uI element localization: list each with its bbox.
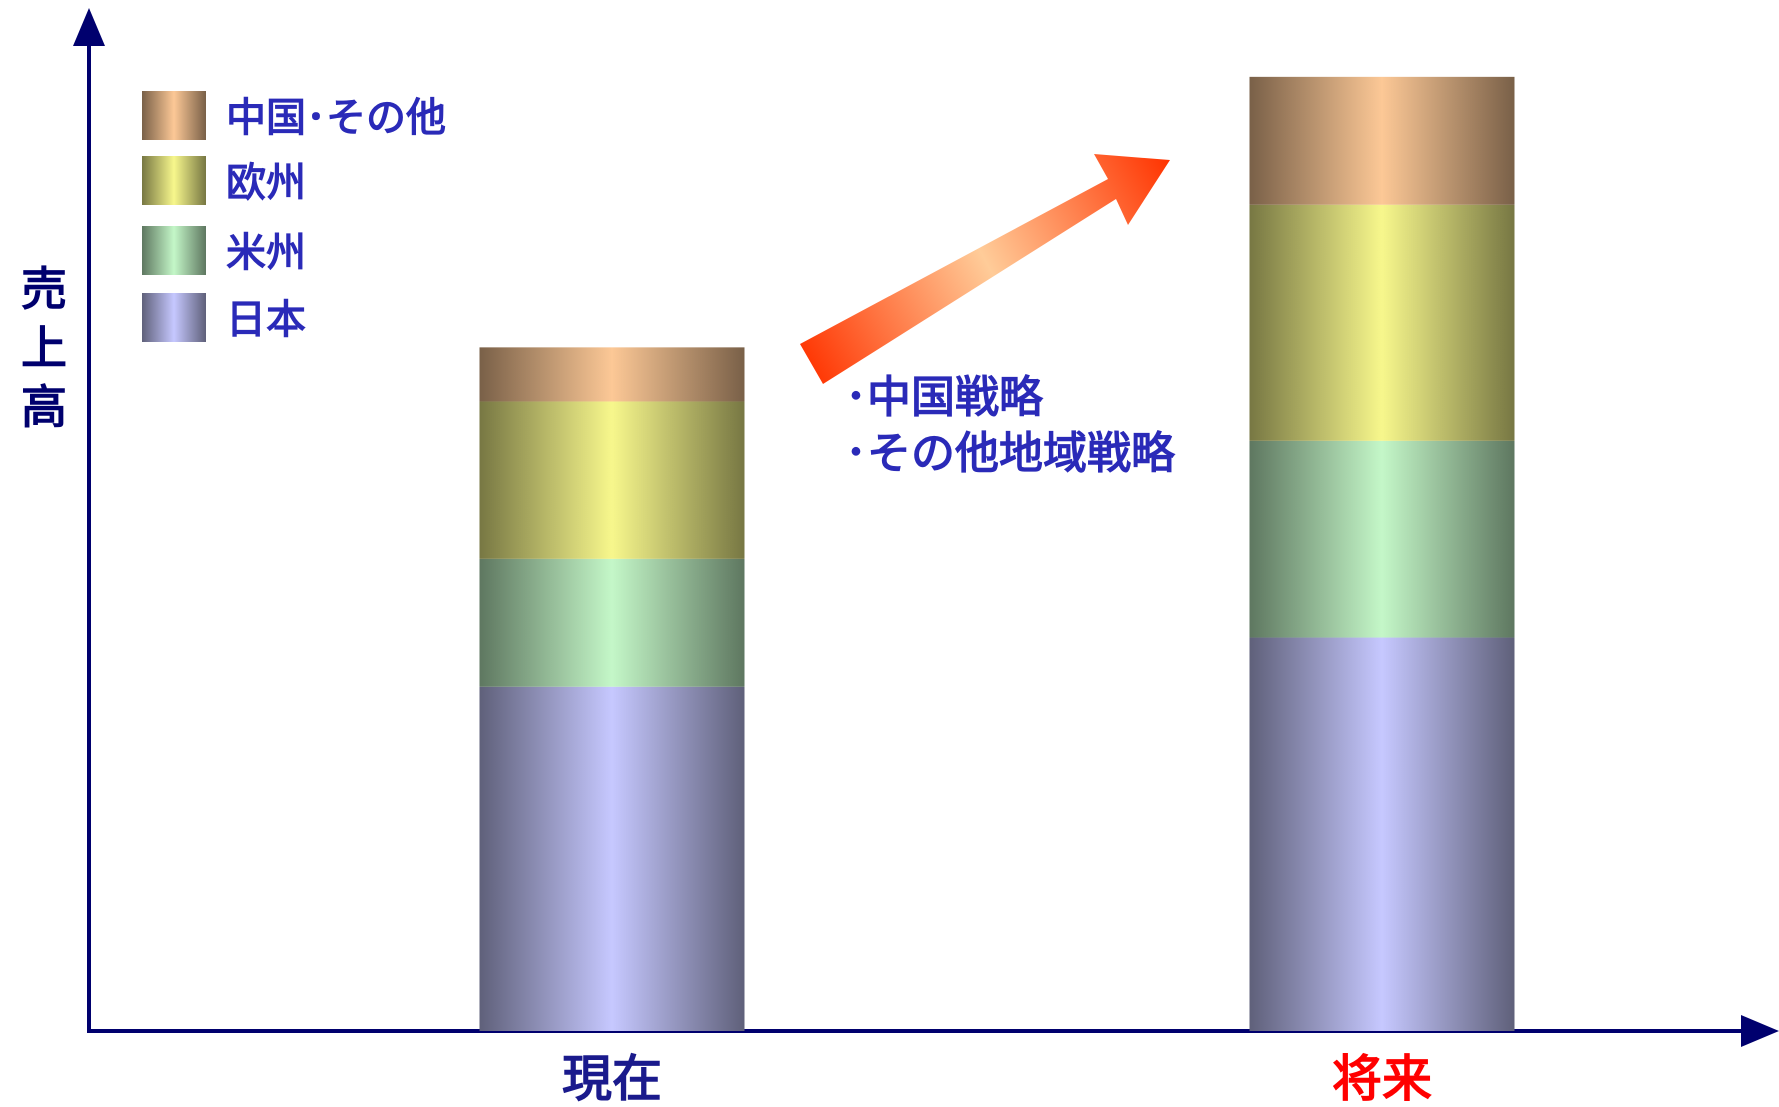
bar-series-2-cat-0 [479, 401, 745, 559]
legend-swatch-series-3 [142, 91, 206, 140]
bars-layer [479, 76, 1515, 1031]
y-axis-label-char: 上 [21, 321, 67, 375]
y-axis-label: 売上高 [21, 262, 67, 434]
bar-series-0-cat-0 [479, 686, 745, 1031]
x-tick-labels: 現在 将来 [562, 1050, 1432, 1107]
y-axis-label-text: 売上高 [21, 262, 67, 434]
annotation-line-2: ･その他地域戦略 [845, 428, 1176, 479]
legend-label-series-2: 欧州 [226, 160, 306, 206]
x-tick-label-0: 現在 [562, 1050, 662, 1103]
x-axis-arrowhead [1741, 1015, 1779, 1047]
legend-label-series-3: 中国･その他 [226, 95, 446, 141]
legend-swatch-series-2 [142, 156, 206, 205]
bar-series-3-cat-0 [479, 347, 745, 402]
annotation-line-1: ･中国戦略 [845, 372, 1044, 423]
bar-series-1-cat-1 [1249, 440, 1515, 638]
legend-swatch-series-0 [142, 293, 206, 342]
y-axis-label-char: 高 [21, 380, 67, 434]
y-axis-label-char: 売 [21, 262, 67, 316]
strategy-annotation: ･中国戦略 ･その他地域戦略 [845, 372, 1176, 479]
legend-label-series-1: 米州 [226, 230, 306, 276]
bar-series-0-cat-1 [1249, 637, 1515, 1031]
y-axis-arrowhead [73, 8, 105, 46]
bar-series-2-cat-1 [1249, 204, 1515, 441]
bar-series-3-cat-1 [1249, 76, 1515, 205]
legend-label-series-0: 日本 [226, 297, 306, 343]
bar-series-1-cat-0 [479, 558, 745, 687]
x-tick-label-1: 将来 [1332, 1050, 1432, 1103]
growth-arrow-icon [800, 154, 1170, 384]
legend-swatch-series-1 [142, 226, 206, 275]
